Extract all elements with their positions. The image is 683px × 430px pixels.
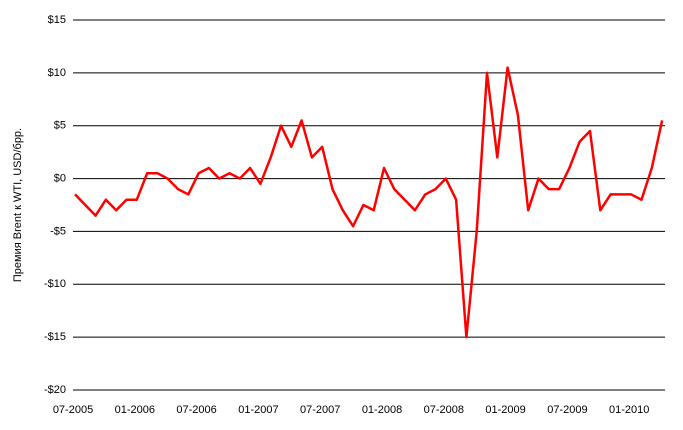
x-tick-label: 01-2008: [362, 404, 402, 416]
x-tick-label: 01-2009: [485, 404, 525, 416]
x-tick-label: 07-2007: [300, 404, 340, 416]
x-tick-label: 07-2005: [53, 404, 93, 416]
x-tick-label: 01-2010: [609, 404, 649, 416]
y-tick-label: $0: [54, 172, 66, 184]
x-tick-label: 01-2007: [238, 404, 278, 416]
y-tick-label: -$20: [44, 384, 66, 396]
x-tick-label: 07-2008: [424, 404, 464, 416]
x-tick-label: 07-2006: [176, 404, 216, 416]
y-tick-label: -$15: [44, 331, 66, 343]
y-tick-label: $10: [48, 67, 66, 79]
y-axis-label: Премия Brent к WTI, USD/брр.: [12, 128, 24, 282]
y-tick-label: $15: [48, 14, 66, 26]
y-tick-label: -$5: [50, 225, 66, 237]
line-series: [74, 66, 664, 339]
x-tick-label: 07-2009: [547, 404, 587, 416]
y-tick-label: -$10: [44, 278, 66, 290]
x-tick-label: 01-2006: [115, 404, 155, 416]
y-tick-label: $5: [54, 120, 66, 132]
